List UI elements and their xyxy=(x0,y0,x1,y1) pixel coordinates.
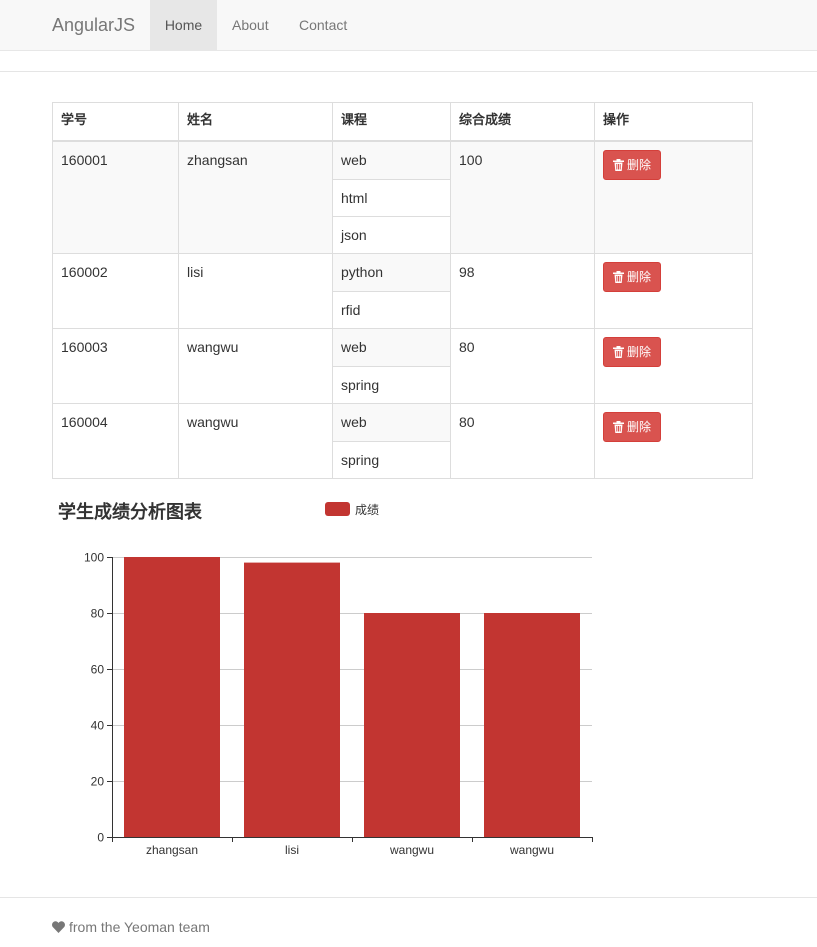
cell-score: 98 xyxy=(450,252,595,329)
y-tick-label: 60 xyxy=(91,663,105,677)
nav-home[interactable]: Home xyxy=(150,0,217,50)
legend-label[interactable]: 成绩 xyxy=(355,503,380,517)
score-chart: 0 20 40 60 80 100 zhangsan lisi wangwu wangwu 学生成… xyxy=(0,490,817,870)
cell-id: 160003 xyxy=(52,327,179,404)
cell-name: zhangsan xyxy=(178,140,333,254)
cell-id: 160001 xyxy=(52,140,179,254)
col-header-name: 姓名 xyxy=(178,102,333,142)
course-item: python xyxy=(333,253,450,291)
col-header-course: 课程 xyxy=(332,102,451,142)
col-header-score: 综合成绩 xyxy=(450,102,595,142)
chart-title: 学生成绩分析图表 xyxy=(58,502,202,523)
cell-action: 删除 xyxy=(594,140,753,254)
y-tick-label: 80 xyxy=(91,607,105,621)
footer: from the Yeoman team xyxy=(52,919,210,935)
table-row: 160004 wangwu web spring 80 删除 xyxy=(52,402,753,479)
y-tick-label: 40 xyxy=(91,719,105,733)
cell-courses: web spring xyxy=(332,327,451,404)
bar xyxy=(244,562,340,837)
cell-courses: web html json xyxy=(332,140,451,254)
course-item: web xyxy=(333,403,450,441)
footer-divider xyxy=(0,897,817,898)
cell-id: 160004 xyxy=(52,402,179,479)
table-row: 160001 zhangsan web html json 100 删除 xyxy=(52,140,753,254)
delete-label: 删除 xyxy=(627,344,652,359)
course-item: spring xyxy=(333,365,450,403)
cell-action: 删除 xyxy=(594,402,753,479)
heart-icon xyxy=(52,921,65,933)
cell-score: 100 xyxy=(450,140,595,254)
cell-action: 删除 xyxy=(594,252,753,329)
chart-canvas: 0 20 40 60 80 100 zhangsan lisi wangwu wangwu xyxy=(84,551,593,857)
footer-text: from the Yeoman team xyxy=(69,919,210,935)
col-header-id: 学号 xyxy=(52,102,179,142)
cell-courses: python rfid xyxy=(332,252,451,329)
course-item: json xyxy=(333,215,450,253)
delete-button[interactable]: 删除 xyxy=(603,261,662,292)
cell-name: wangwu xyxy=(178,327,333,404)
delete-button[interactable]: 删除 xyxy=(603,149,662,180)
delete-label: 删除 xyxy=(627,157,652,172)
trash-icon xyxy=(613,420,624,433)
course-item: rfid xyxy=(333,290,450,328)
student-table: 学号 姓名 课程 综合成绩 操作 160001 zhangsan web htm… xyxy=(52,102,753,479)
course-item: html xyxy=(333,178,450,216)
x-tick-label: wangwu xyxy=(389,843,434,857)
col-header-action: 操作 xyxy=(594,102,753,142)
table-header-row: 学号 姓名 课程 综合成绩 操作 xyxy=(52,102,753,142)
header-divider xyxy=(0,71,817,72)
cell-courses: web spring xyxy=(332,402,451,479)
navbar: AngularJS Home About Contact xyxy=(0,0,817,51)
course-item: web xyxy=(333,328,450,366)
navbar-brand[interactable]: AngularJS xyxy=(52,15,136,35)
bar xyxy=(484,613,580,837)
cell-name: wangwu xyxy=(178,402,333,479)
x-tick-label: wangwu xyxy=(509,843,554,857)
x-tick-label: lisi xyxy=(285,843,299,857)
course-item: web xyxy=(333,141,450,179)
delete-label: 删除 xyxy=(627,269,652,284)
x-tick-label: zhangsan xyxy=(146,843,198,857)
delete-button[interactable]: 删除 xyxy=(603,336,662,367)
cell-action: 删除 xyxy=(594,327,753,404)
trash-icon xyxy=(613,158,624,171)
delete-button[interactable]: 删除 xyxy=(603,411,662,442)
delete-label: 删除 xyxy=(627,419,652,434)
cell-name: lisi xyxy=(178,252,333,329)
cell-score: 80 xyxy=(450,327,595,404)
cell-score: 80 xyxy=(450,402,595,479)
course-item: spring xyxy=(333,440,450,478)
bar xyxy=(364,613,460,837)
cell-id: 160002 xyxy=(52,252,179,329)
trash-icon xyxy=(613,270,624,283)
table-row: 160002 lisi python rfid 98 删除 xyxy=(52,252,753,329)
bar xyxy=(124,557,220,837)
nav-contact[interactable]: Contact xyxy=(299,17,348,33)
y-tick-label: 100 xyxy=(84,551,104,565)
nav-about[interactable]: About xyxy=(232,17,269,33)
y-tick-label: 0 xyxy=(97,831,104,845)
table-row: 160003 wangwu web spring 80 删除 xyxy=(52,327,753,404)
trash-icon xyxy=(613,345,624,358)
legend-swatch[interactable] xyxy=(325,502,350,516)
y-tick-label: 20 xyxy=(91,775,105,789)
